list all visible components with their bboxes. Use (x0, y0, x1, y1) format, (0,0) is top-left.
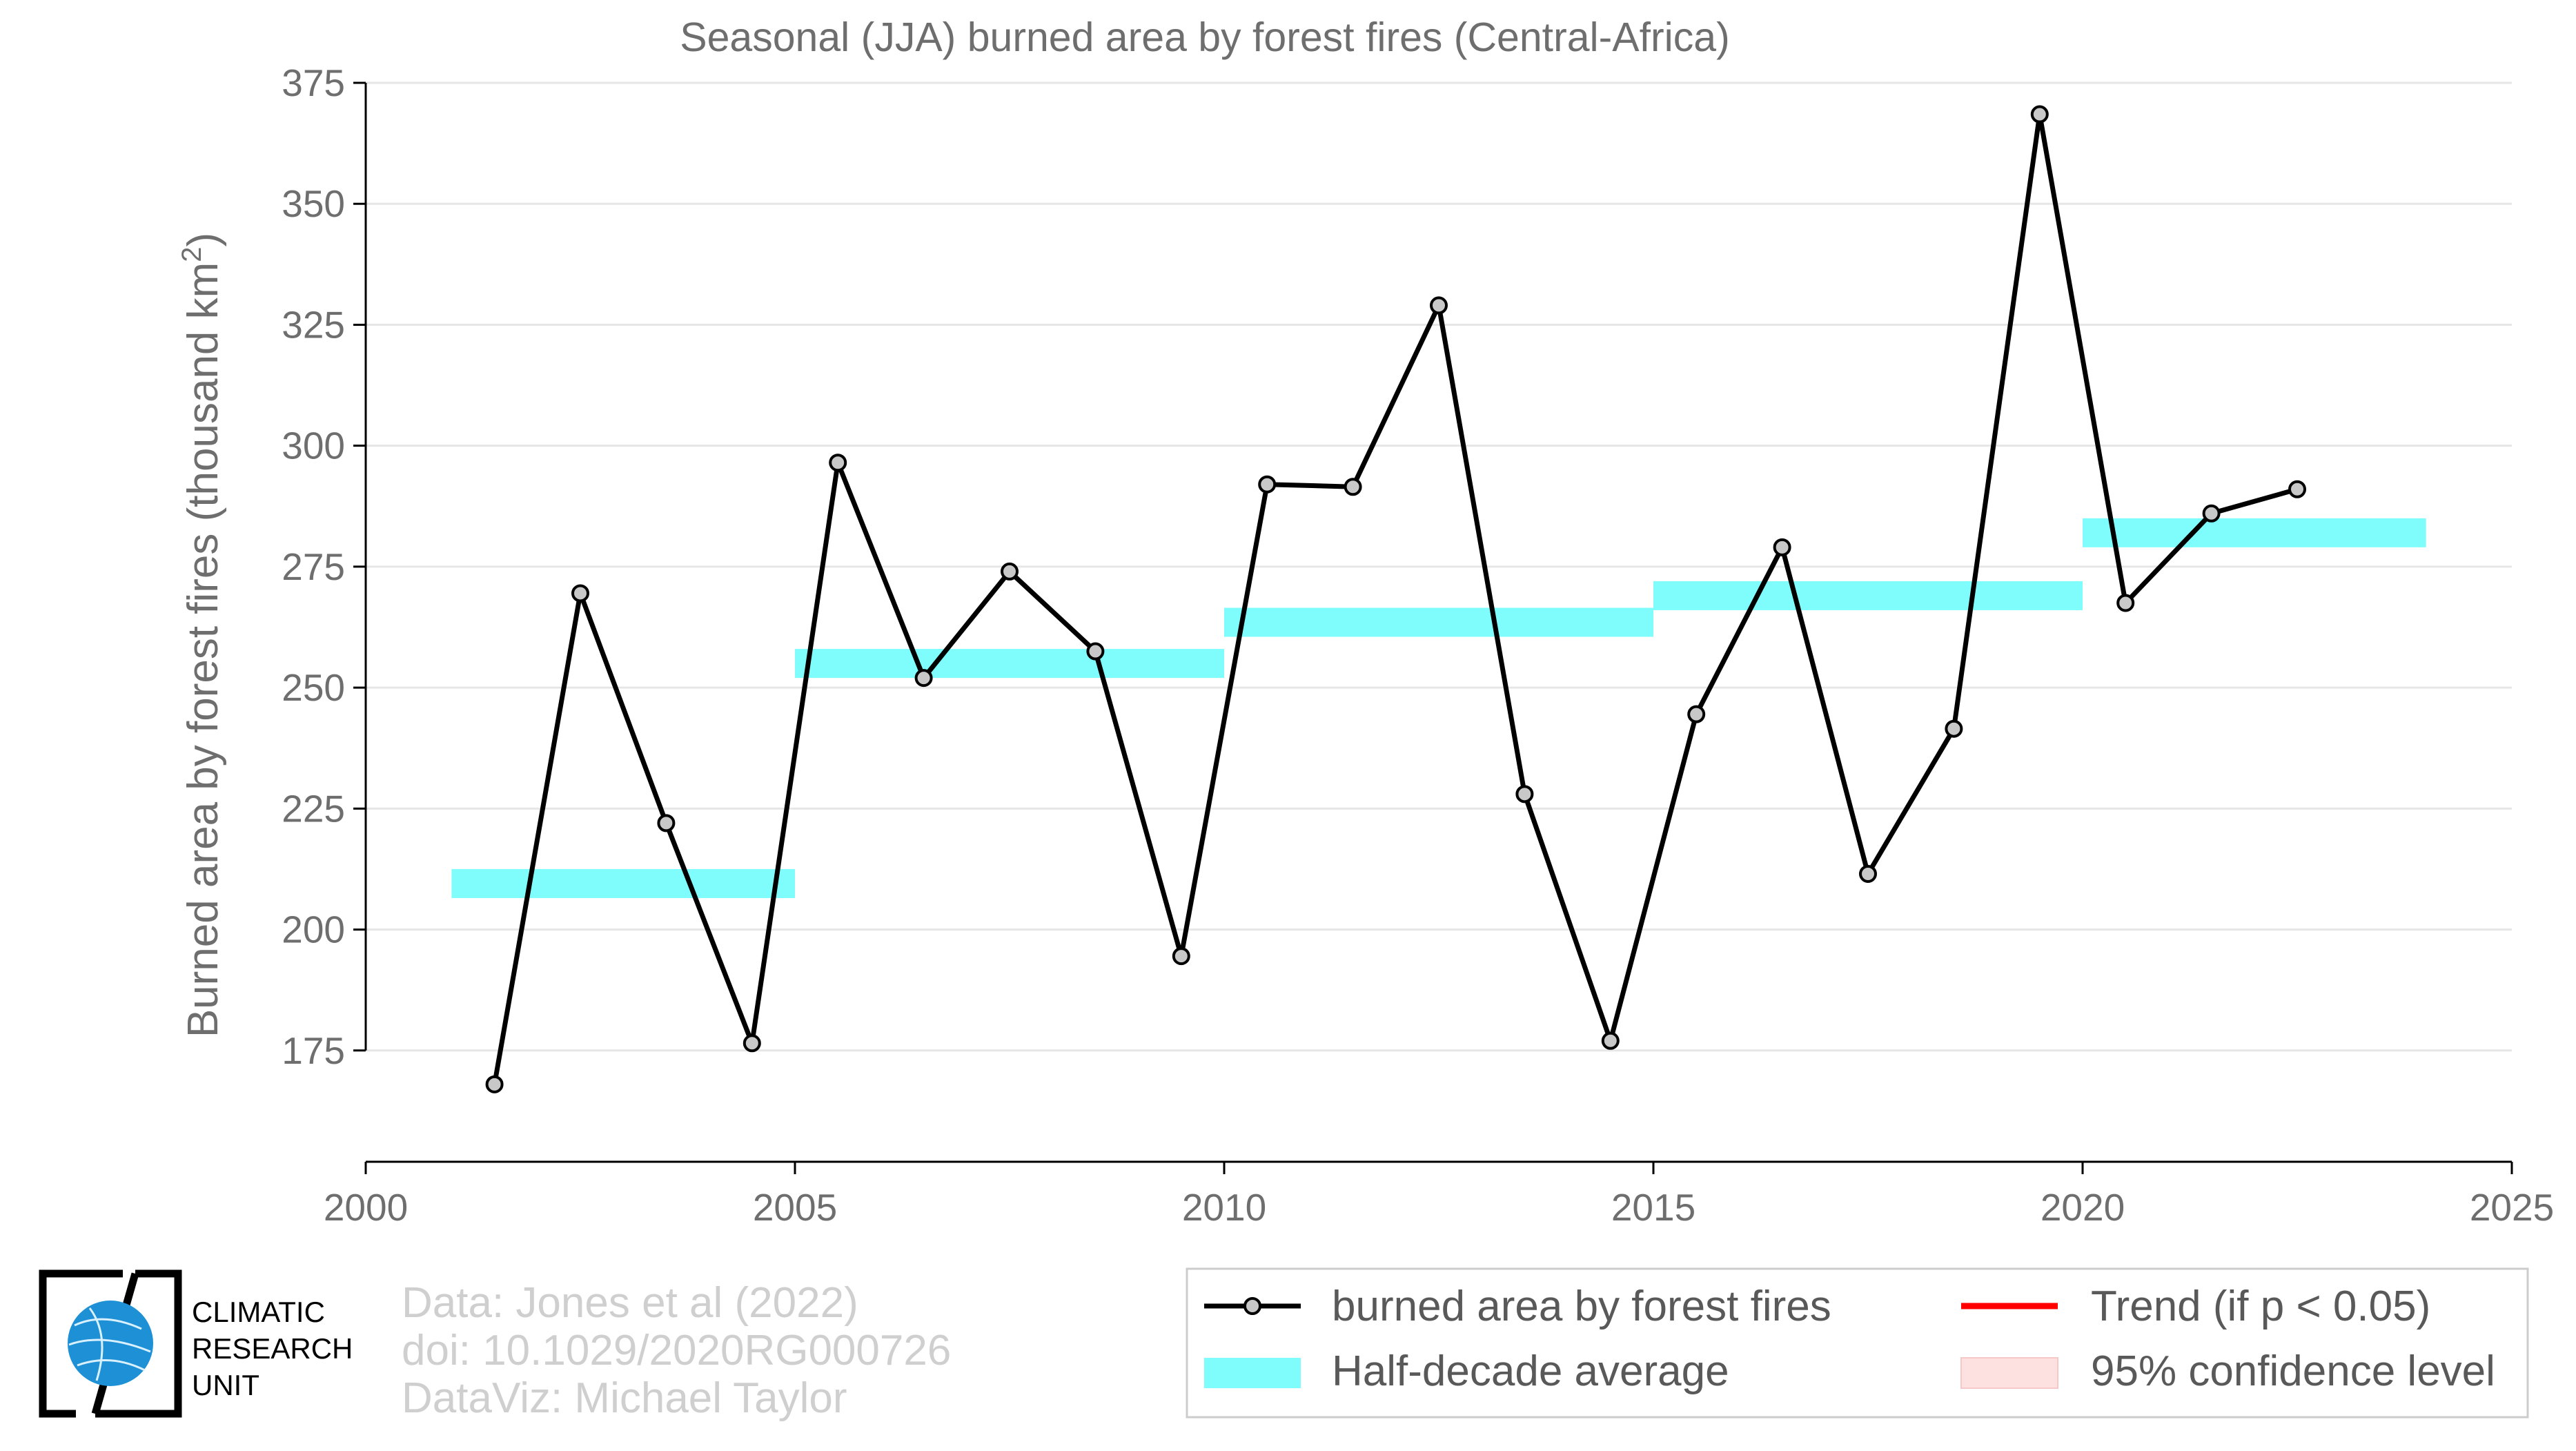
x-tick-label: 2015 (1611, 1186, 1695, 1229)
y-tick-label: 275 (282, 545, 345, 588)
logo-word-2: RESEARCH (192, 1332, 353, 1365)
logo-word-1: CLIMATIC (192, 1296, 325, 1328)
legend-label-confidence: 95% confidence level (2091, 1347, 2495, 1395)
legend-swatch-marker (1243, 1297, 1261, 1315)
half-decade-averages (451, 518, 2426, 898)
data-point (1086, 642, 1105, 661)
legend-label-burned-area: burned area by forest fires (1332, 1283, 1831, 1330)
half-decade-average-bar (1653, 581, 2083, 610)
logo-bracket-left (39, 1269, 123, 1418)
logo-bracket-right (95, 1269, 182, 1418)
data-point (1430, 296, 1448, 315)
data-point (743, 1034, 761, 1053)
data-point (657, 814, 676, 832)
x-tick-label: 2000 (324, 1186, 408, 1229)
y-tick-label: 175 (282, 1029, 345, 1072)
data-point (914, 669, 933, 688)
chart-title: Seasonal (JJA) burned area by forest fir… (680, 14, 1730, 60)
legend: burned area by forest fires Half-decade … (1186, 1267, 2529, 1419)
data-point (1687, 705, 1706, 723)
y-tick-label: 375 (282, 61, 345, 104)
data-point (1344, 478, 1362, 496)
dataviz-credit: DataViz: Michael Taylor (402, 1374, 847, 1422)
half-decade-average-bar (1224, 607, 1653, 637)
data-point (2030, 105, 2049, 124)
y-tick-label: 225 (282, 787, 345, 830)
half-decade-average-bar (795, 649, 1224, 679)
data-point (1601, 1031, 1620, 1050)
y-tick-label: 325 (282, 303, 345, 346)
data-point (485, 1075, 504, 1093)
gridlines (366, 81, 2512, 1052)
data-credit: Data: Jones et al (2022) (402, 1279, 858, 1327)
x-tick-label: 2010 (1182, 1186, 1266, 1229)
legend-swatch-half-decade (1204, 1358, 1301, 1388)
burned-area-line (492, 112, 2298, 1085)
data-point (1515, 785, 1534, 804)
half-decade-average-bar (451, 868, 795, 898)
data-point (1172, 947, 1190, 966)
legend-swatch-confidence (1960, 1357, 2058, 1389)
data-point (1859, 864, 1877, 883)
data-point (1258, 475, 1277, 494)
data-point (1945, 719, 1963, 738)
half-decade-average-bar (2083, 518, 2426, 547)
y-tick-label: 250 (282, 666, 345, 709)
y-tick-label: 200 (282, 908, 345, 951)
cru-logo (39, 1269, 182, 1418)
legend-label-half-decade: Half-decade average (1332, 1347, 1729, 1395)
data-point (1773, 538, 1791, 556)
data-point (571, 584, 589, 603)
data-point (1001, 562, 1019, 581)
data-point (829, 454, 847, 472)
legend-label-trend: Trend (if p < 0.05) (2091, 1283, 2430, 1330)
globe-contours (68, 1307, 151, 1381)
y-axis: 175 200 225 250 275 300 325 350 375 (282, 61, 367, 1072)
data-point (2116, 594, 2135, 612)
y-tick-label: 300 (282, 425, 345, 467)
data-point (2202, 504, 2221, 523)
legend-frame (1186, 1267, 2529, 1419)
x-tick-label: 2005 (753, 1186, 837, 1229)
x-axis: 2000 2005 2010 2015 2020 2025 (324, 1160, 2554, 1229)
logo-word-3: UNIT (192, 1369, 259, 1401)
doi-credit: doi: 10.1029/2020RG000726 (402, 1327, 952, 1374)
y-axis-label: Burned area by forest fires (thousand km… (177, 233, 227, 1038)
y-tick-label: 350 (282, 182, 345, 225)
x-tick-label: 2025 (2470, 1186, 2554, 1229)
x-tick-label: 2020 (2041, 1186, 2125, 1229)
data-point (2288, 480, 2306, 498)
data-series (485, 105, 2306, 1093)
globe-icon (68, 1301, 153, 1386)
